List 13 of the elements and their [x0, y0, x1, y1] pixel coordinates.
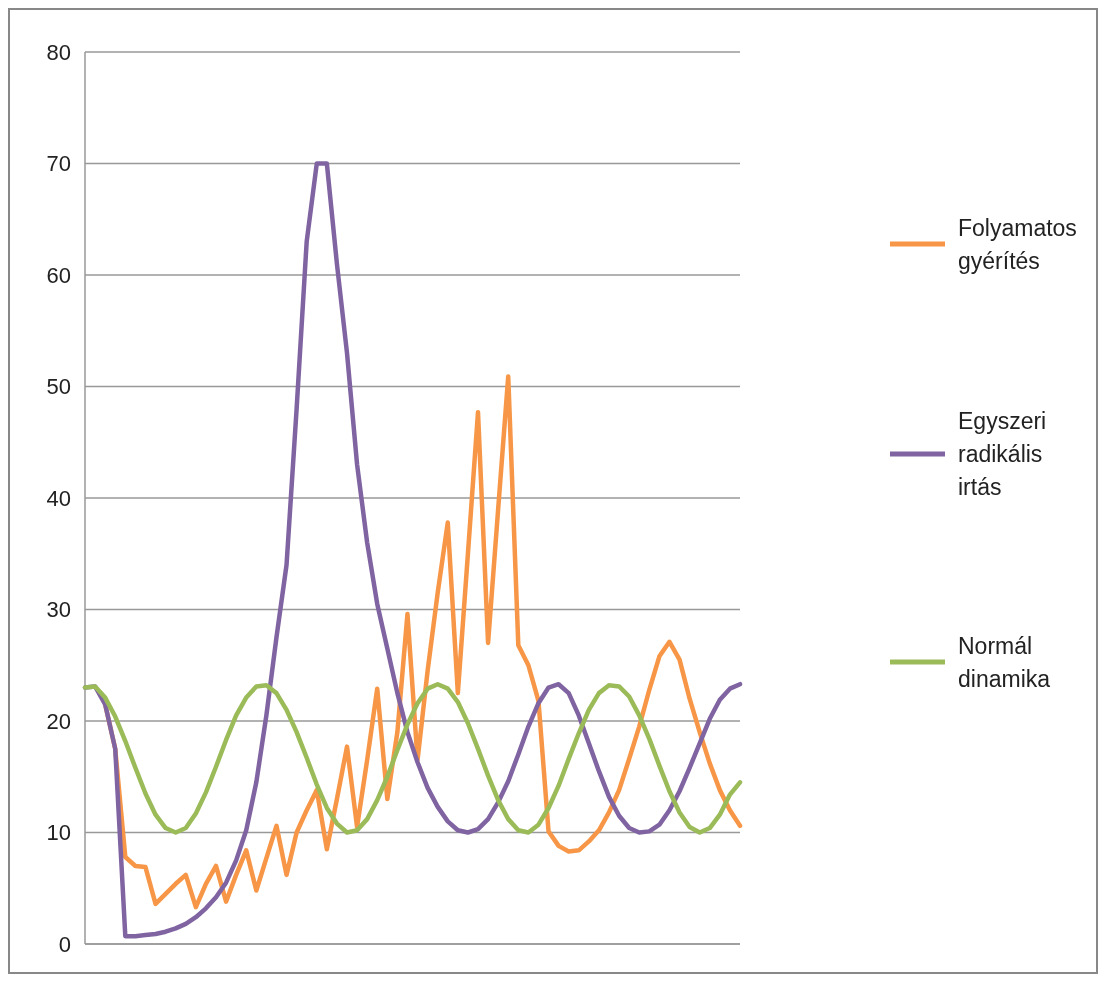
legend-label: Egyszeri radikális irtás — [958, 408, 1047, 501]
line-series — [82, 681, 743, 835]
legend-label: Folyamatos gyérítés — [958, 214, 1077, 274]
y-tick-label: 60 — [46, 262, 71, 288]
y-tick-label: 50 — [46, 374, 71, 400]
y-tick-label: 10 — [46, 820, 71, 846]
y-tick-label: 20 — [46, 708, 71, 734]
legend-label: Normál dinamika — [958, 632, 1051, 692]
y-tick-label: 0 — [58, 931, 71, 957]
y-tick-label: 80 — [46, 39, 71, 65]
y-tick-label: 30 — [46, 597, 71, 623]
y-tick-label: 40 — [46, 485, 71, 511]
y-tick-label: 70 — [46, 151, 71, 177]
